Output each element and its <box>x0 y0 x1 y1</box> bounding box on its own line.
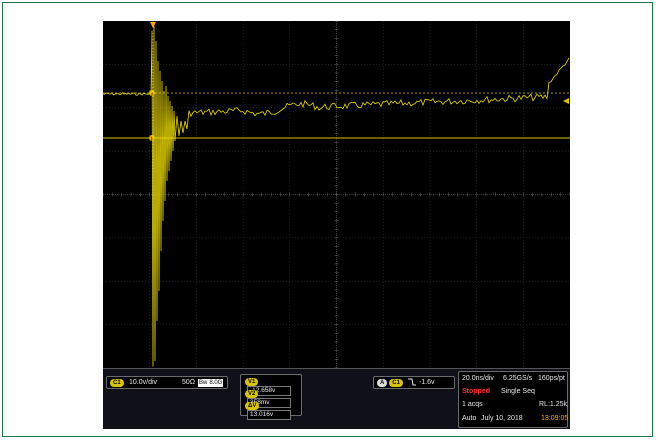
cursor-dv-badge: ΔV <box>245 402 260 410</box>
trigger-level: -1.6v <box>419 379 435 386</box>
cursor-row-v1: V1-12.658v <box>245 378 301 396</box>
time-per-div: 20.0ns/div <box>462 375 494 382</box>
trigger-source-badge: C1 <box>389 379 403 387</box>
channel1-settings-box[interactable]: C1 10.0v/div 50Ω Bw 8.0G <box>106 376 228 389</box>
trigger-a-badge: A <box>377 379 388 387</box>
time-resolution: 160ps/pt <box>538 375 565 382</box>
acquisition-mode: Single Seq <box>501 388 535 395</box>
channel1-badge: C1 <box>110 379 124 387</box>
timebase-acquisition-box[interactable]: 20.0ns/div 6.25GS/s 160ps/pt Stopped Sin… <box>458 371 568 428</box>
channel1-impedance: 50Ω <box>182 379 196 386</box>
acquisition-time: 13:09:05 <box>541 415 569 422</box>
acquisition-date: July 10, 2018 <box>481 415 523 422</box>
trigger-settings-box[interactable]: A C1 -1.6v <box>373 376 455 389</box>
record-length: RL:1.25k <box>539 401 568 408</box>
status-bar: C1 10.0v/div 50Ω Bw 8.0G V1-12.658v V2358… <box>103 368 570 429</box>
channel1-waveform <box>103 25 570 367</box>
sample-rate: 6.25GS/s <box>503 375 533 382</box>
cursor-v1-badge: V1 <box>245 378 259 386</box>
image-frame: a b C1 10.0v/div 50Ω Bw 8.0G V1-12.658v <box>2 2 653 437</box>
cursor-row-dv: ΔV13.016v <box>245 402 301 420</box>
graticule <box>103 21 570 368</box>
cursor-dv-value: 13.016v <box>247 410 291 420</box>
bandwidth-prefix: Bw <box>198 379 209 387</box>
cursor-v2-badge: V2 <box>245 390 259 398</box>
acquisition-count: 1 acqs <box>462 401 483 408</box>
channel1-bandwidth: 8.0G <box>208 379 224 387</box>
cursor-row-v2: V2358mv <box>245 390 301 408</box>
oscilloscope-display: a b C1 10.0v/div 50Ω Bw 8.0G V1-12.658v <box>103 21 570 429</box>
falling-edge-icon <box>408 378 416 386</box>
acquisition-state: Stopped <box>462 388 490 395</box>
cursor-readout-box[interactable]: V1-12.658v V2358mv ΔV13.016v <box>240 374 302 420</box>
channel1-scale: 10.0v/div <box>129 379 158 386</box>
trigger-mode: Auto <box>462 415 477 422</box>
waveform-screen[interactable]: a b <box>103 21 570 368</box>
trigger-level-marker[interactable] <box>563 98 569 104</box>
